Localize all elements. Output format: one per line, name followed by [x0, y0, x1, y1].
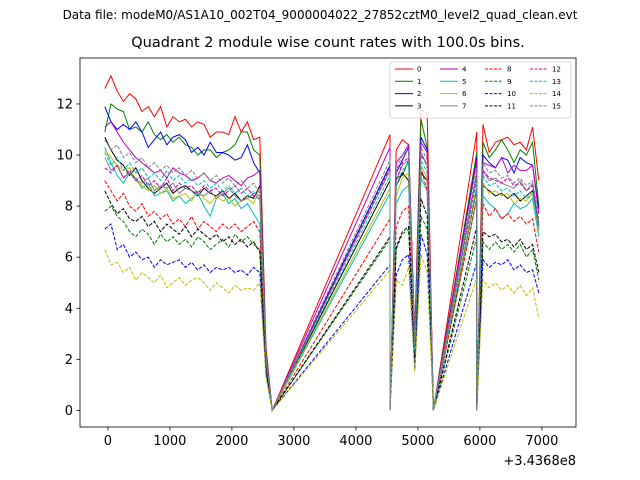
series-line-14	[104, 249, 540, 412]
x-tick-label: 1000	[153, 434, 186, 449]
x-tick-label: 7000	[525, 434, 558, 449]
series-line-13	[104, 152, 540, 413]
series-line-8	[104, 167, 540, 412]
legend-label-2: 2	[417, 90, 421, 98]
series-line-7	[104, 152, 540, 413]
series-line-1	[104, 103, 540, 413]
plot-frame	[79, 57, 577, 428]
y-tick-label: 12	[56, 97, 73, 112]
series-line-5	[104, 147, 540, 413]
legend-label-10: 10	[507, 90, 516, 98]
y-tick-label: 4	[65, 302, 73, 317]
series-line-12	[104, 153, 540, 413]
legend-label-5: 5	[462, 78, 466, 86]
x-tick-label: 6000	[463, 434, 496, 449]
legend-label-14: 14	[552, 90, 561, 98]
suptitle: Data file: modeM0/AS1A10_002T04_90000040…	[62, 8, 578, 22]
series-line-2	[104, 106, 540, 413]
series-line-0	[104, 74, 540, 411]
legend-label-4: 4	[462, 66, 467, 74]
legend-box	[389, 61, 572, 119]
x-offset-label: +3.4368e8	[503, 454, 576, 469]
legend-label-13: 13	[552, 78, 561, 86]
legend-label-3: 3	[417, 102, 421, 110]
x-tick-label: 3000	[277, 434, 310, 449]
y-tick-label: 6	[65, 251, 73, 266]
legend-label-11: 11	[507, 102, 516, 110]
series-line-6	[104, 149, 540, 413]
legend-label-12: 12	[552, 66, 561, 74]
legend-label-6: 6	[462, 90, 467, 98]
x-tick-label: 2000	[215, 434, 248, 449]
legend-label-9: 9	[507, 78, 511, 86]
series-line-3	[104, 136, 540, 413]
legend-label-1: 1	[417, 78, 421, 86]
series-line-4	[104, 121, 540, 413]
series-line-10	[104, 223, 540, 412]
legend-label-8: 8	[507, 66, 511, 74]
x-tick-label: 4000	[339, 434, 372, 449]
y-tick-label: 8	[65, 200, 73, 215]
legend-label-15: 15	[552, 102, 561, 110]
series-line-15	[104, 139, 540, 413]
y-tick-label: 2	[65, 353, 73, 368]
legend-label-0: 0	[417, 66, 421, 74]
series-line-11	[104, 190, 540, 412]
y-tick-label: 10	[56, 149, 73, 164]
chart-title: Quadrant 2 module wise count rates with …	[131, 35, 525, 51]
x-tick-label: 0	[104, 434, 112, 449]
y-tick-label: 0	[65, 404, 73, 419]
x-tick-label: 5000	[401, 434, 434, 449]
series-line-9	[104, 205, 540, 412]
legend-label-7: 7	[462, 102, 466, 110]
